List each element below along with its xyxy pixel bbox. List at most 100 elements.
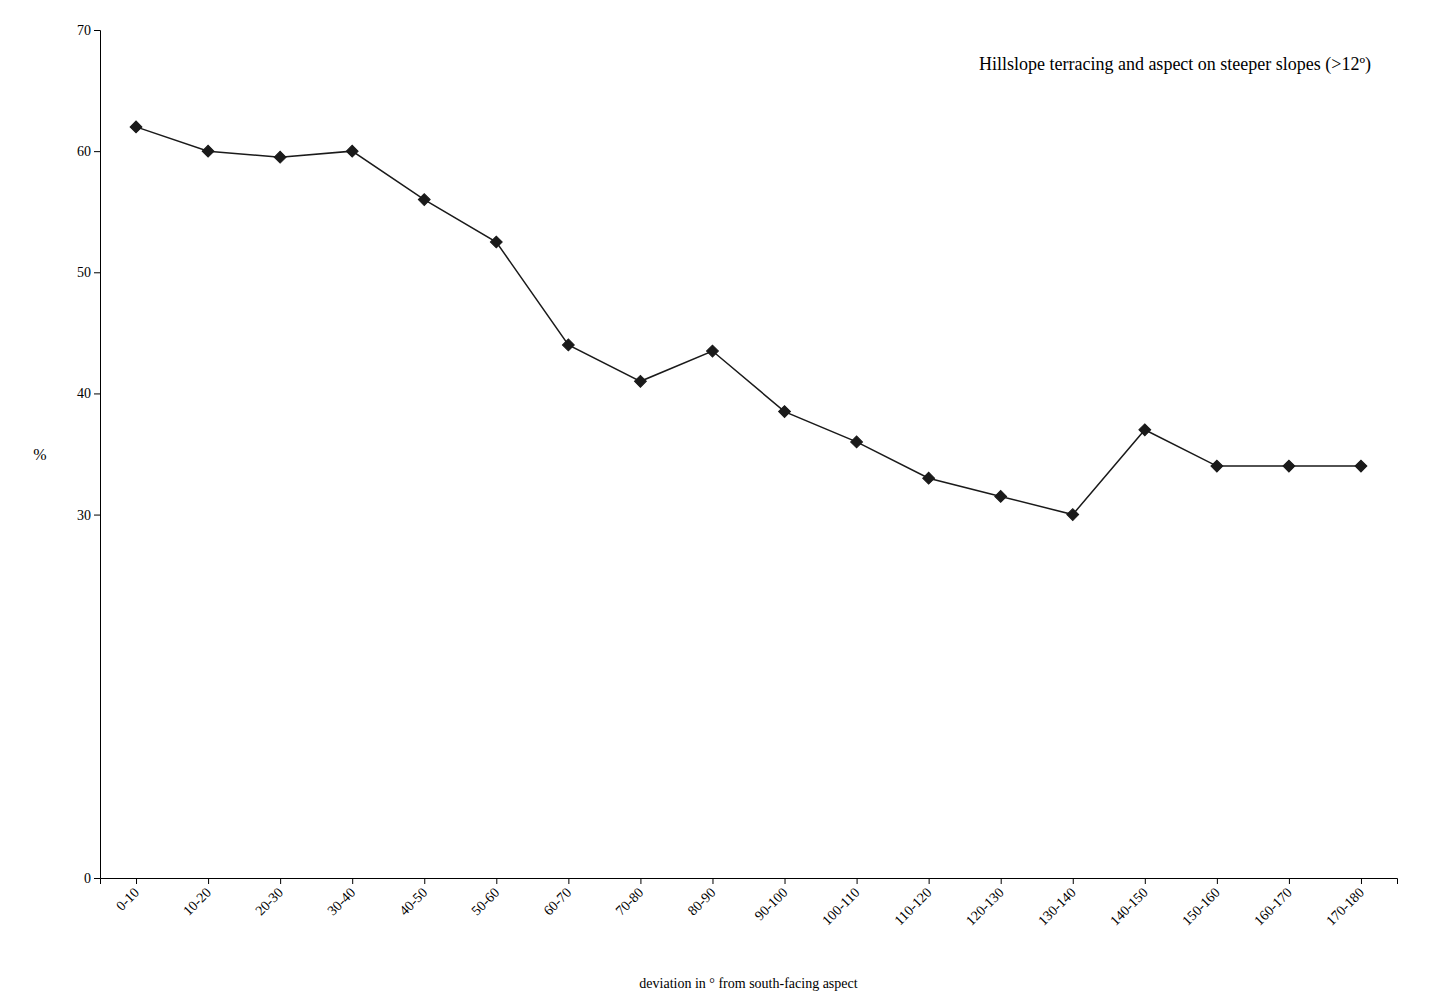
y-tick-mark — [94, 151, 100, 152]
marker — [707, 345, 719, 357]
y-tick-label: 50 — [77, 265, 91, 280]
marker — [130, 121, 142, 133]
y-tick-label: 0 — [84, 871, 91, 886]
y-tick-label: 60 — [77, 144, 91, 159]
y-tick: 70 — [77, 23, 100, 38]
x-tick: 140-150 — [1107, 878, 1151, 928]
marker — [635, 375, 647, 387]
x-tick: 30-40 — [325, 878, 359, 918]
x-tick-mark — [496, 878, 497, 884]
y-tick-mark — [94, 272, 100, 273]
marker — [995, 490, 1007, 502]
x-tick-mark — [424, 878, 425, 884]
x-tick-label: 100-110 — [819, 885, 862, 928]
x-tick-label: 40-50 — [397, 885, 431, 919]
marker — [346, 145, 358, 157]
y-tick-mark — [94, 515, 100, 516]
y-tick-label: 30 — [77, 508, 91, 523]
y-axis-title: % — [33, 446, 46, 463]
marker — [562, 339, 574, 351]
chart: 0-10 10-20 20-30 30-40 40-50 50-60 60-70 70-80 8… — [0, 0, 1437, 1008]
x-tick-label: 130-140 — [1035, 885, 1079, 929]
x-tick-label: 140-150 — [1107, 885, 1151, 929]
x-tick: 100-110 — [819, 878, 862, 928]
x-tick: 160-170 — [1251, 878, 1295, 928]
x-tick-label: 60-70 — [541, 885, 575, 919]
x-tick-label: 20-30 — [252, 885, 286, 919]
x-tick-label: 10-20 — [180, 885, 214, 919]
x-tick-label: 50-60 — [469, 885, 503, 919]
x-tick: 90-100 — [752, 878, 791, 923]
x-tick-mark — [712, 878, 713, 884]
x-tick-mark — [857, 878, 858, 884]
x-tick: 20-30 — [252, 878, 286, 918]
x-tick: 170-180 — [1323, 878, 1367, 928]
series — [130, 121, 1367, 520]
x-tick-label: 80-90 — [685, 885, 719, 919]
x-tick-mark — [280, 878, 281, 884]
x-tick-label: 110-120 — [891, 885, 934, 928]
x-tick-label: 90-100 — [752, 885, 791, 924]
x-tick: 70-80 — [613, 878, 647, 918]
x-tick-mark — [352, 878, 353, 884]
y-tick: 50 — [77, 265, 100, 280]
x-tick-mark — [568, 878, 569, 884]
x-tick-mark — [929, 878, 930, 884]
x-tick-label: 70-80 — [613, 885, 647, 919]
x-tick-label: 160-170 — [1251, 885, 1295, 929]
x-tick: 130-140 — [1035, 878, 1079, 928]
x-tick-label: 30-40 — [325, 885, 359, 919]
x-tick-label: 150-160 — [1179, 885, 1223, 929]
x-tick-mark — [1001, 878, 1002, 884]
marker — [1283, 460, 1295, 472]
marker — [1211, 460, 1223, 472]
x-tick-label: 170-180 — [1323, 885, 1367, 929]
x-tick-mark — [1073, 878, 1074, 884]
y-axis-line — [94, 31, 101, 879]
y-tick-mark — [94, 393, 100, 394]
y-tick: 0 — [84, 871, 100, 886]
marker — [490, 236, 502, 248]
line — [136, 127, 1361, 515]
x-tick: 150-160 — [1179, 878, 1223, 928]
x-tick-label: 120-130 — [963, 885, 1007, 929]
x-tick: 10-20 — [180, 878, 214, 918]
marker — [1139, 424, 1151, 436]
x-tick-label: 0-10 — [113, 885, 142, 914]
y-tick-mark — [94, 878, 100, 879]
y-tick-label: 70 — [77, 23, 91, 38]
x-tick-mark — [136, 878, 137, 884]
x-axis-title: deviation in ° from south-facing aspect — [639, 976, 857, 991]
marker — [1067, 509, 1079, 521]
x-axis: 0-10 10-20 20-30 30-40 40-50 50-60 60-70 70-80 8… — [101, 878, 1398, 928]
y-tick: 60 — [77, 144, 100, 159]
x-axis-line — [101, 879, 1398, 885]
y-tick: 30 — [77, 508, 100, 523]
x-tick: 80-90 — [685, 878, 719, 918]
marker — [202, 145, 214, 157]
x-tick-mark — [1289, 878, 1290, 884]
x-tick: 0-10 — [113, 878, 142, 914]
y-tick-label: 40 — [77, 386, 91, 401]
x-tick-mark — [208, 878, 209, 884]
x-tick-mark — [1145, 878, 1146, 884]
y-axis: 0 30 40 50 60 70 — [77, 23, 101, 886]
marker — [1355, 460, 1367, 472]
x-tick: 40-50 — [397, 878, 431, 918]
x-tick: 120-130 — [963, 878, 1007, 928]
plot-area: 0-10 10-20 20-30 30-40 40-50 50-60 60-70 70-80 8… — [33, 23, 1397, 991]
x-tick-mark — [1361, 878, 1362, 884]
marker — [274, 151, 286, 163]
y-tick: 40 — [77, 386, 100, 401]
y-tick-mark — [94, 30, 100, 31]
x-tick-mark — [640, 878, 641, 884]
x-tick-mark — [1217, 878, 1218, 884]
marker — [779, 406, 791, 418]
x-tick: 50-60 — [469, 878, 503, 918]
x-tick: 60-70 — [541, 878, 575, 918]
marker — [851, 436, 863, 448]
marker — [923, 472, 935, 484]
x-tick-mark — [785, 878, 786, 884]
x-tick: 110-120 — [891, 878, 934, 928]
title: Hillslope terracing and aspect on steepe… — [979, 54, 1371, 75]
